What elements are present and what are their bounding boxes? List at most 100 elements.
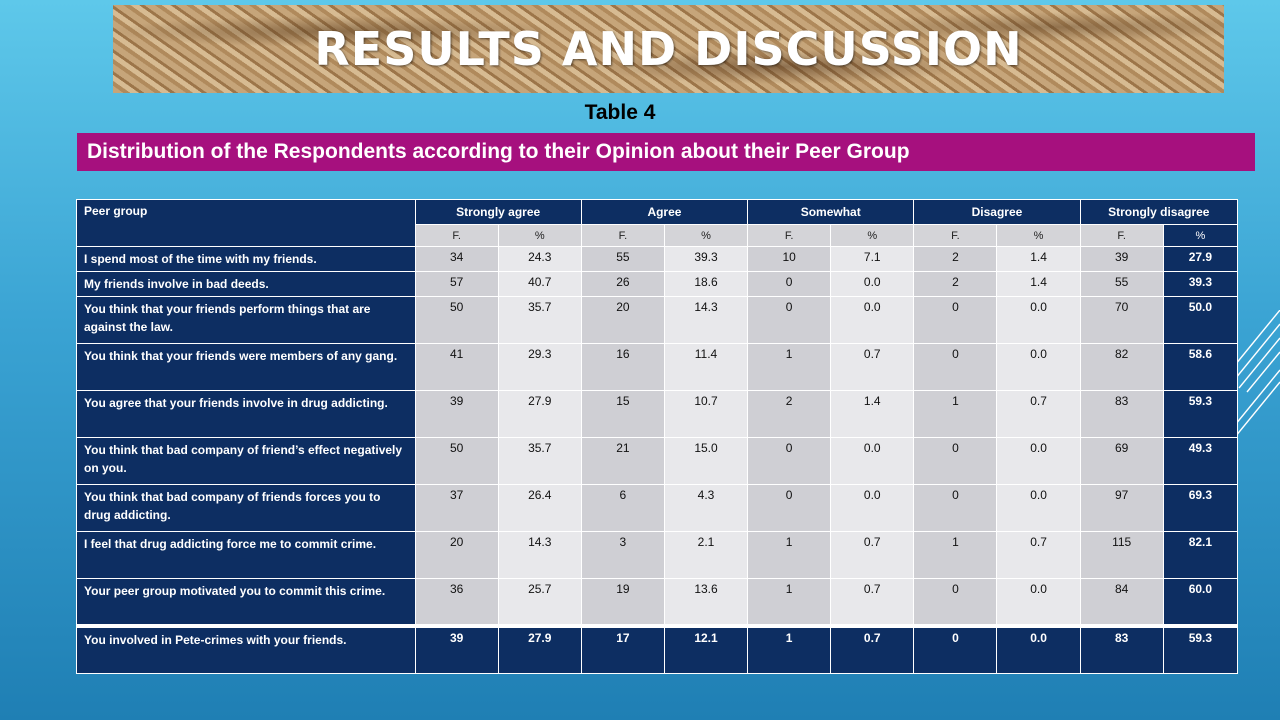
subheader-pct: % (830, 224, 915, 247)
percent-cell: 49.3 (1162, 437, 1239, 485)
frequency-cell: 10 (747, 246, 832, 272)
frequency-cell: 0 (747, 437, 832, 485)
table-row: My friends involve in bad deeds. 57 40.7 26… (76, 271, 1239, 297)
header-somewhat: Somewhat (747, 199, 915, 225)
frequency-cell: 17 (580, 623, 665, 674)
percent-cell: 50.0 (1162, 296, 1239, 344)
table-row: You think that your friends perform thin… (76, 296, 1239, 344)
frequency-cell: 3 (580, 531, 665, 579)
frequency-cell: 39 (1079, 246, 1164, 272)
percent-cell: 35.7 (497, 437, 582, 485)
subheader-f: F. (1079, 224, 1164, 247)
frequency-cell: 41 (414, 343, 499, 391)
frequency-cell: 37 (414, 484, 499, 532)
frequency-cell: 50 (414, 296, 499, 344)
percent-cell: 0.0 (830, 296, 915, 344)
frequency-cell: 39 (414, 390, 499, 438)
subheader-f: F. (580, 224, 665, 247)
subheader-pct: % (1162, 224, 1239, 247)
percent-cell: 1.4 (996, 271, 1081, 297)
header-row: Peer group Strongly agree Agree Somewhat… (76, 199, 1239, 247)
percent-cell: 12.1 (663, 623, 749, 674)
percent-cell: 40.7 (497, 271, 582, 297)
frequency-cell: 21 (580, 437, 665, 485)
frequency-cell: 55 (1079, 271, 1164, 297)
percent-cell: 0.0 (996, 296, 1081, 344)
percent-cell: 25.7 (497, 578, 582, 626)
frequency-cell: 97 (1079, 484, 1164, 532)
subheader-pct: % (663, 224, 749, 247)
percent-cell: 82.1 (1162, 531, 1239, 579)
percent-cell: 0.7 (830, 343, 915, 391)
frequency-cell: 0 (913, 437, 998, 485)
row-label: You think that bad company of friends fo… (76, 484, 416, 532)
percent-cell: 15.0 (663, 437, 749, 485)
table-row: You agree that your friends involve in d… (76, 390, 1239, 438)
percent-cell: 0.0 (830, 484, 915, 532)
percent-cell: 26.4 (497, 484, 582, 532)
percent-cell: 0.0 (996, 578, 1081, 626)
frequency-cell: 0 (747, 484, 832, 532)
percent-cell: 1.4 (996, 246, 1081, 272)
percent-cell: 14.3 (497, 531, 582, 579)
table-row: I feel that drug addicting force me to c… (76, 531, 1239, 579)
frequency-cell: 1 (747, 343, 832, 391)
frequency-cell: 1 (747, 623, 832, 674)
frequency-cell: 0 (747, 271, 832, 297)
percent-cell: 69.3 (1162, 484, 1239, 532)
percent-cell: 0.7 (830, 578, 915, 626)
frequency-cell: 0 (913, 484, 998, 532)
row-label: You think that your friends were members… (76, 343, 416, 391)
decorative-lines-icon (1235, 310, 1280, 438)
row-label: You think that your friends perform thin… (76, 296, 416, 344)
frequency-cell: 15 (580, 390, 665, 438)
slide-title: RESULTS AND DISCUSSION (314, 22, 1023, 76)
percent-cell: 0.0 (996, 623, 1081, 674)
frequency-cell: 20 (414, 531, 499, 579)
percent-cell: 14.3 (663, 296, 749, 344)
subheader-pct: % (497, 224, 582, 247)
frequency-cell: 39 (414, 623, 499, 674)
percent-cell: 39.3 (663, 246, 749, 272)
table-row: You think that your friends were members… (76, 343, 1239, 391)
frequency-cell: 19 (580, 578, 665, 626)
header-peer-group: Peer group (76, 199, 416, 247)
table-caption: Distribution of the Respondents accordin… (87, 140, 910, 163)
frequency-cell: 83 (1079, 390, 1164, 438)
row-label: You involved in Pete-crimes with your fr… (76, 623, 416, 674)
percent-cell: 0.0 (830, 437, 915, 485)
row-label: My friends involve in bad deeds. (76, 271, 416, 297)
frequency-cell: 1 (747, 578, 832, 626)
percent-cell: 60.0 (1162, 578, 1239, 626)
percent-cell: 11.4 (663, 343, 749, 391)
table-row: I spend most of the time with my friends… (76, 246, 1239, 272)
percent-cell: 0.0 (996, 437, 1081, 485)
header-strongly-disagree: Strongly disagree (1079, 199, 1239, 225)
row-label: Your peer group motivated you to commit … (76, 578, 416, 626)
percent-cell: 1.4 (830, 390, 915, 438)
percent-cell: 18.6 (663, 271, 749, 297)
frequency-cell: 55 (580, 246, 665, 272)
frequency-cell: 0 (747, 296, 832, 344)
percent-cell: 58.6 (1162, 343, 1239, 391)
subheader-row: F. % F. % F. % F. % F. % (77, 224, 1239, 247)
frequency-cell: 1 (913, 390, 998, 438)
frequency-cell: 0 (913, 296, 998, 344)
frequency-cell: 115 (1079, 531, 1164, 579)
frequency-cell: 16 (580, 343, 665, 391)
frequency-cell: 0 (913, 623, 998, 674)
table-caption-bar: Distribution of the Respondents accordin… (77, 133, 1255, 171)
subheader-f: F. (913, 224, 998, 247)
percent-cell: 2.1 (663, 531, 749, 579)
row-label: You agree that your friends involve in d… (76, 390, 416, 438)
frequency-cell: 2 (913, 271, 998, 297)
frequency-cell: 84 (1079, 578, 1164, 626)
frequency-cell: 0 (913, 343, 998, 391)
subheader-f: F. (414, 224, 499, 247)
frequency-cell: 50 (414, 437, 499, 485)
percent-cell: 0.7 (830, 623, 915, 674)
frequency-cell: 1 (747, 531, 832, 579)
header-strongly-agree: Strongly agree (414, 199, 582, 225)
frequency-cell: 83 (1079, 623, 1164, 674)
percent-cell: 27.9 (497, 623, 582, 674)
